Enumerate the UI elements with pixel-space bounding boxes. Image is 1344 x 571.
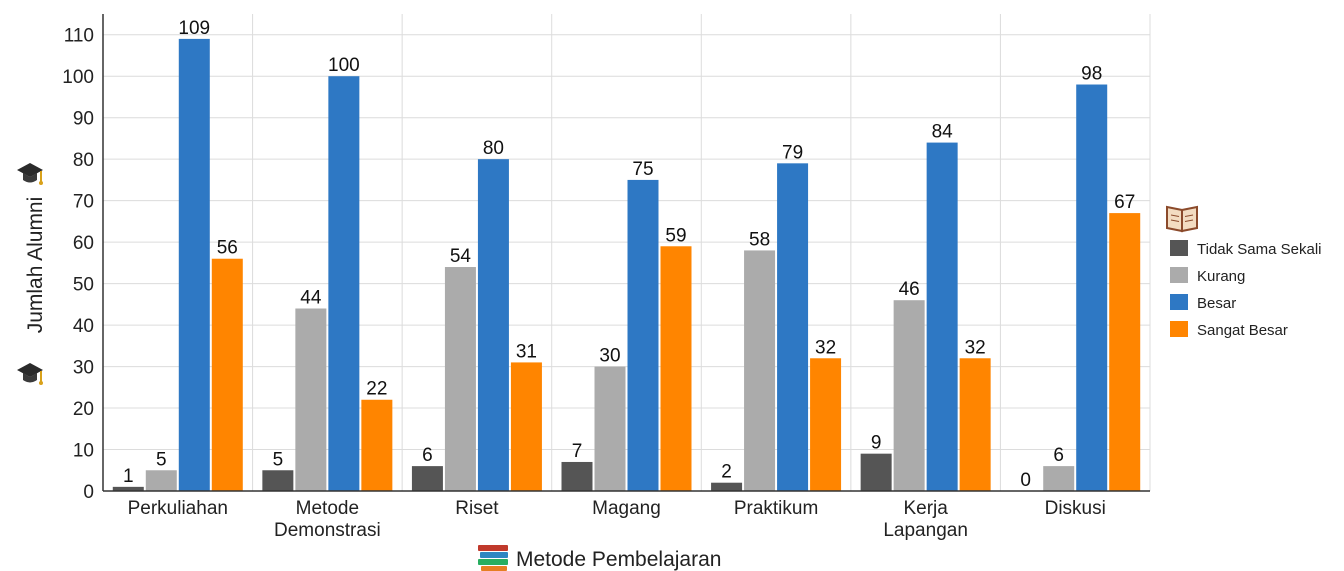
legend-label: Kurang bbox=[1197, 268, 1245, 285]
data-label: 59 bbox=[665, 225, 686, 246]
x-tick-label: Lapangan bbox=[883, 520, 968, 541]
data-label: 67 bbox=[1114, 192, 1135, 213]
data-label: 44 bbox=[300, 287, 322, 308]
bar bbox=[711, 482, 743, 491]
data-labels: 1 5 109 56 5 44 100 22 6 54 80 31 7 30 75 59 2 58 79 32 9 46 8… bbox=[123, 18, 1135, 491]
books-icon bbox=[478, 545, 508, 571]
x-tick-label: Magang bbox=[592, 498, 661, 519]
bar bbox=[411, 466, 443, 491]
bar bbox=[627, 179, 659, 492]
y-tick-label: 110 bbox=[64, 26, 94, 47]
data-label: 6 bbox=[422, 445, 433, 466]
bar bbox=[145, 470, 177, 491]
x-tick-label: Diskusi bbox=[1045, 498, 1106, 519]
bars bbox=[112, 38, 1141, 492]
legend-label: Besar bbox=[1197, 295, 1236, 312]
x-tick-label: Praktikum bbox=[734, 498, 818, 519]
bar bbox=[810, 358, 842, 491]
y-tick-label: 20 bbox=[73, 399, 94, 420]
bar bbox=[561, 461, 593, 491]
data-label: 84 bbox=[932, 122, 954, 143]
data-label: 6 bbox=[1053, 445, 1064, 466]
bar bbox=[295, 308, 327, 491]
data-label: 54 bbox=[450, 246, 472, 267]
bar bbox=[660, 246, 692, 491]
graduation-cap-icon bbox=[17, 163, 43, 185]
y-tick-label: 30 bbox=[73, 358, 94, 379]
bar bbox=[777, 163, 809, 492]
y-tick-label: 70 bbox=[73, 192, 94, 213]
bar bbox=[893, 300, 925, 491]
y-tick-label: 80 bbox=[73, 150, 94, 171]
bar bbox=[926, 142, 958, 491]
bar bbox=[510, 362, 542, 491]
data-label: 9 bbox=[871, 433, 882, 454]
data-label: 30 bbox=[599, 346, 620, 367]
bar bbox=[178, 38, 210, 491]
y-tick-label: 10 bbox=[73, 441, 94, 462]
data-label: 31 bbox=[516, 341, 537, 362]
bar bbox=[112, 486, 144, 491]
y-axis-title-group: Jumlah Alumni bbox=[17, 163, 47, 385]
bar bbox=[211, 258, 243, 491]
legend-swatch bbox=[1170, 321, 1188, 337]
legend-label: Sangat Besar bbox=[1197, 322, 1288, 339]
x-tick-label: Riset bbox=[455, 498, 499, 519]
data-label: 100 bbox=[328, 55, 360, 76]
x-tick-label: Demonstrasi bbox=[274, 520, 381, 541]
data-label: 2 bbox=[721, 462, 732, 483]
bar bbox=[959, 358, 991, 491]
x-axis-title-group: Metode Pembelajaran bbox=[478, 545, 721, 571]
legend-swatch bbox=[1170, 267, 1188, 283]
x-axis-title: Metode Pembelajaran bbox=[516, 548, 721, 571]
data-label: 0 bbox=[1020, 470, 1031, 491]
data-label: 5 bbox=[156, 449, 167, 470]
y-tick-label: 40 bbox=[73, 316, 94, 337]
legend-swatch bbox=[1170, 294, 1188, 310]
data-label: 79 bbox=[782, 142, 803, 163]
y-tick-label: 50 bbox=[73, 275, 94, 296]
bar bbox=[1109, 213, 1141, 492]
y-tick-label: 100 bbox=[62, 67, 94, 88]
x-tick-label: Perkuliahan bbox=[128, 498, 228, 519]
bar bbox=[860, 453, 892, 491]
graduation-cap-icon bbox=[17, 363, 43, 385]
data-label: 7 bbox=[572, 441, 583, 462]
data-label: 5 bbox=[273, 449, 284, 470]
data-label: 75 bbox=[632, 159, 653, 180]
data-label: 32 bbox=[815, 337, 836, 358]
data-label: 109 bbox=[178, 18, 210, 39]
y-tick-label: 90 bbox=[73, 109, 94, 130]
data-label: 58 bbox=[749, 229, 770, 250]
bar bbox=[1076, 84, 1108, 491]
bar bbox=[477, 159, 509, 491]
bar bbox=[262, 470, 294, 491]
legend: Tidak Sama Sekali Kurang Besar Sangat Besar bbox=[1166, 205, 1322, 339]
data-label: 56 bbox=[217, 238, 238, 259]
legend-label: Tidak Sama Sekali bbox=[1197, 241, 1322, 258]
x-tick-label: Kerja bbox=[903, 498, 948, 519]
open-book-icon bbox=[1166, 205, 1198, 233]
data-label: 32 bbox=[965, 337, 986, 358]
grid-lines bbox=[102, 14, 1151, 491]
x-tick-label: Metode bbox=[296, 498, 359, 519]
legend-swatch bbox=[1170, 240, 1188, 256]
y-axis-title: Jumlah Alumni bbox=[24, 197, 47, 334]
bar bbox=[594, 366, 626, 491]
bar bbox=[1043, 466, 1075, 491]
data-label: 1 bbox=[123, 466, 134, 487]
bar bbox=[744, 250, 776, 491]
data-label: 22 bbox=[366, 379, 387, 400]
y-tick-label: 0 bbox=[83, 482, 94, 503]
bar bbox=[444, 267, 476, 491]
data-label: 80 bbox=[483, 138, 504, 159]
bar bbox=[361, 399, 393, 491]
bar bbox=[328, 76, 360, 491]
y-tick-label: 60 bbox=[73, 233, 94, 254]
data-label: 46 bbox=[899, 279, 920, 300]
data-label: 98 bbox=[1081, 64, 1102, 85]
